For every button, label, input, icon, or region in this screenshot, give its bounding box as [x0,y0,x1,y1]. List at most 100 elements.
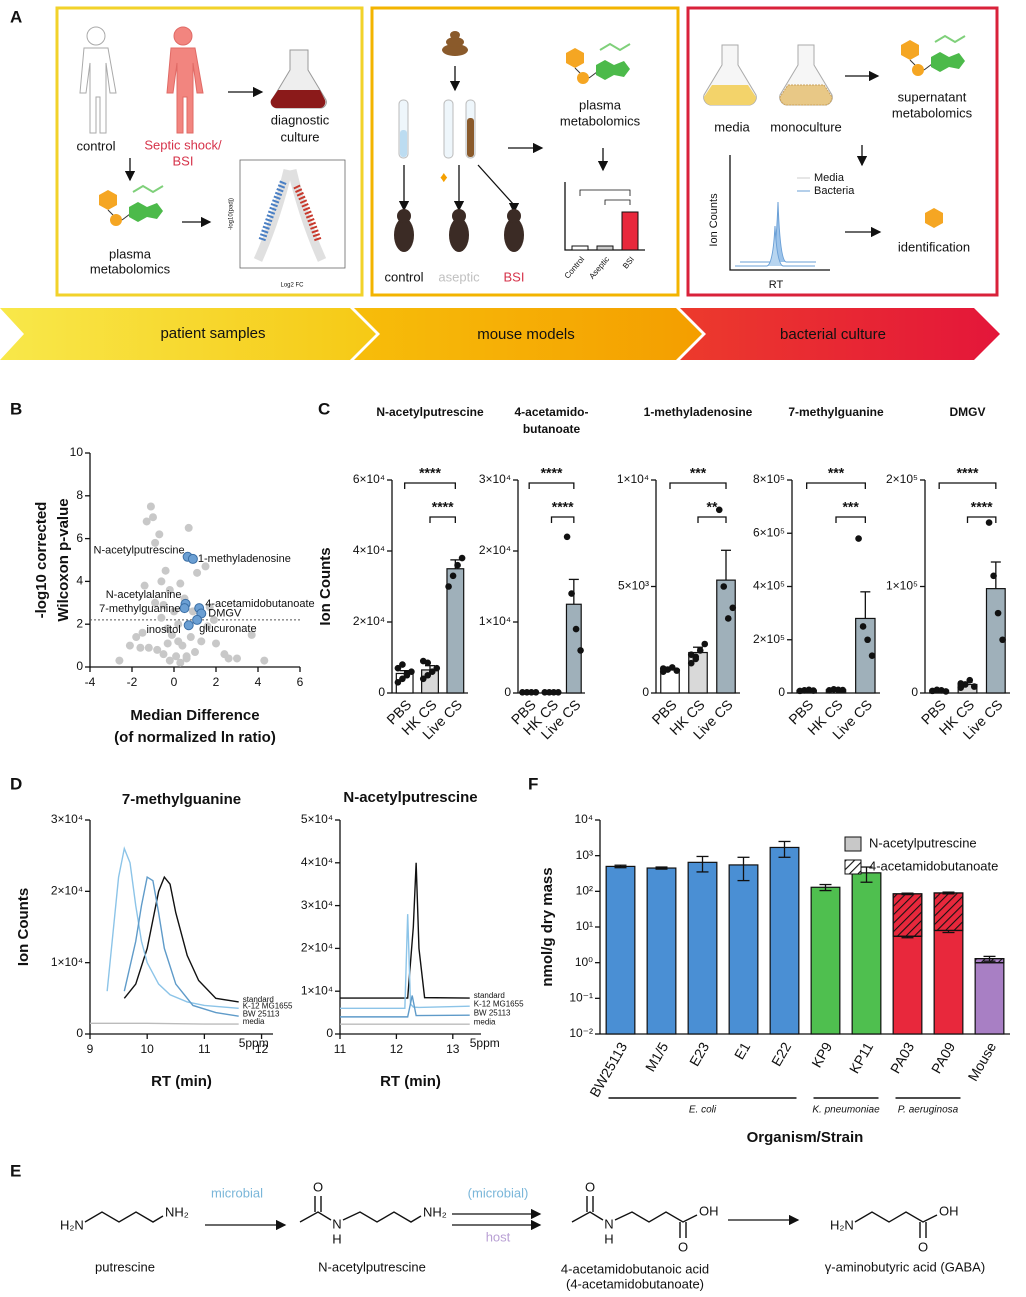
data-point [659,665,667,672]
label: identification [898,239,970,254]
label: supernatant [898,89,967,104]
y-tick-label: 10⁴ [574,812,593,826]
stage-arrow [680,308,1000,360]
panel-label: D [10,774,22,793]
y-tick-label: 10⁻² [569,1026,593,1040]
point [209,615,218,624]
data-point [990,572,997,580]
label: BSI [621,255,636,271]
data-point [563,533,571,541]
point-label: N-acetylalanine [106,589,182,601]
group-label: E. coli [689,1105,717,1116]
label: diagnostic [271,112,330,127]
point [197,637,206,646]
atom: H [332,1231,341,1246]
cloud [253,168,327,262]
point [132,633,141,642]
body [79,47,117,134]
data-point [720,583,728,590]
atom: O [585,1179,595,1194]
point [138,628,147,637]
point [224,654,233,663]
label: Aseptic [587,255,611,281]
point [212,639,220,648]
y-tick-label: 1×10⁴ [301,983,333,997]
culture-fill [779,84,833,106]
data-point [724,615,732,622]
legend-label: N-acetylputrescine [869,835,977,850]
trace-label: K-12 MG1655 [474,999,524,1008]
y-tick-label: 1×10⁵ [886,579,918,593]
y-tick-label: 2 [76,616,83,630]
data-point [687,651,695,658]
bar [716,579,736,694]
bond [299,1211,332,1223]
data-point [810,687,817,694]
axis-label: Ion Counts [708,193,720,247]
data-point [403,670,411,677]
y-tick-label: 8 [76,488,83,502]
mouse-head [397,209,411,223]
point [187,553,198,564]
data-point [532,688,540,696]
note: 5ppm [470,1036,500,1050]
significance-bracket [835,516,866,523]
molecule-icon [900,35,966,77]
trace-label: BW 25113 [474,1008,511,1017]
point-label: glucuronate [199,623,257,635]
trace-label: media [474,1017,496,1026]
significance-bracket [669,482,727,489]
panel-label: C [318,399,330,418]
group-label: K. pneumoniae [812,1105,880,1116]
data-point [399,661,406,668]
point [182,652,191,661]
data-point [957,680,965,687]
mini-volcano: Log2 FC -log10(padj) [229,159,346,289]
significance-bracket [697,516,727,523]
peak [735,225,815,267]
atom: H [604,1231,613,1246]
point [159,650,168,659]
molecule-icon [98,185,164,227]
atom: OH [699,1203,719,1218]
point [176,579,185,588]
trace-label: K-12 MG1655 [243,1001,293,1010]
atom: N [332,1216,341,1231]
significance-label: **** [432,499,454,515]
data-point [696,647,704,654]
axis-label: -log10(padj) [229,198,235,230]
data-point [687,659,695,667]
stage-label: patient samples [160,325,265,342]
y-tick-label: 6 [76,531,83,545]
legend-label: Bacteria [814,185,855,197]
point [191,648,199,657]
compound: putrescine [95,1259,155,1274]
trace-label: standard [243,995,274,1004]
y-tick-label: 2×10⁵ [753,632,785,646]
arrow [477,164,520,214]
significance-label: **** [552,499,574,515]
point-label: 7-methylguanine [99,603,180,615]
data-point [399,675,406,683]
data-point [568,590,575,597]
significance-label: **** [971,499,993,515]
point [157,613,166,622]
data-point [577,647,584,654]
atom: H₂N [830,1217,854,1232]
significance-label: **** [541,465,563,481]
y-tick-label: 0 [326,1026,333,1040]
y-tick-label: 5×10³ [618,579,649,593]
data-point [572,625,580,633]
trace [340,995,470,1018]
significance-bracket [938,482,997,489]
data-point [855,535,862,542]
y-tick-label: 0 [378,685,385,699]
y-tick-label: 10⁻¹ [569,991,593,1005]
bracket [579,189,631,196]
bar [687,861,718,1035]
box [55,6,364,297]
label: aseptic [438,269,480,284]
point [159,600,168,609]
x-tick-label: M1/5 [642,1039,672,1074]
y-tick-label: 3×10⁴ [479,472,511,486]
